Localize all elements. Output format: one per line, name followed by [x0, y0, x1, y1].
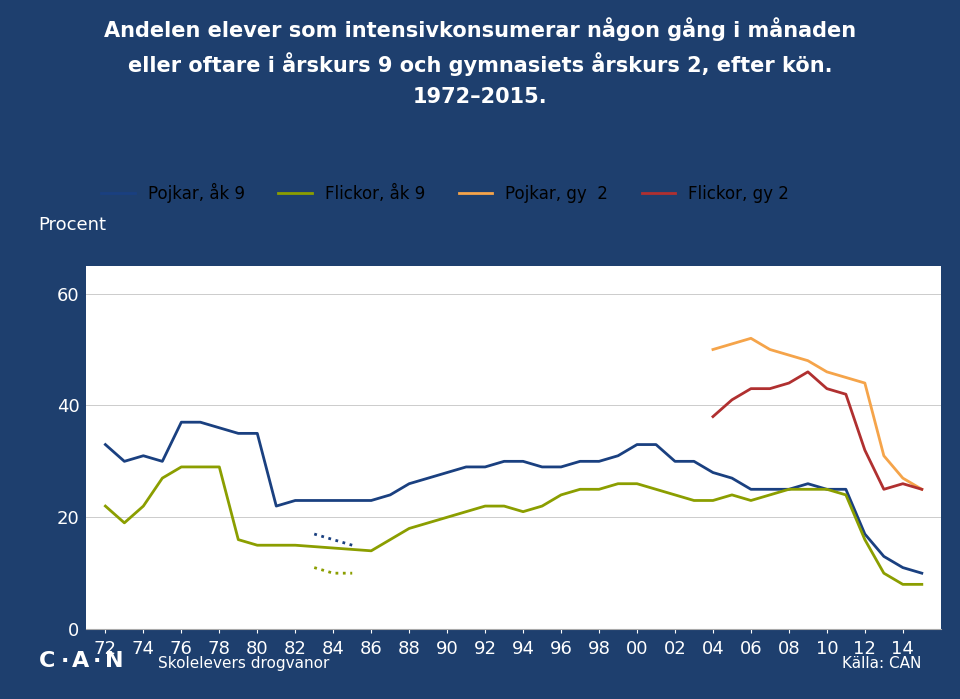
Text: N: N	[105, 651, 123, 671]
Text: ·: ·	[60, 651, 69, 671]
Text: Källa: CAN: Källa: CAN	[842, 656, 922, 671]
Text: Andelen elever som intensivkonsumerar någon gång i månaden: Andelen elever som intensivkonsumerar nå…	[104, 17, 856, 41]
Text: ·: ·	[93, 651, 102, 671]
Text: Skolelevers drogvanor: Skolelevers drogvanor	[158, 656, 330, 671]
Text: eller oftare i årskurs 9 och gymnasiets årskurs 2, efter kön.: eller oftare i årskurs 9 och gymnasiets …	[128, 52, 832, 76]
Legend: Pojkar, åk 9, Flickor, åk 9, Pojkar, gy  2, Flickor, gy 2: Pojkar, åk 9, Flickor, åk 9, Pojkar, gy …	[95, 176, 796, 209]
Text: C: C	[38, 651, 55, 671]
Text: 1972–2015.: 1972–2015.	[413, 87, 547, 108]
Text: A: A	[72, 651, 89, 671]
Text: Procent: Procent	[38, 216, 107, 234]
